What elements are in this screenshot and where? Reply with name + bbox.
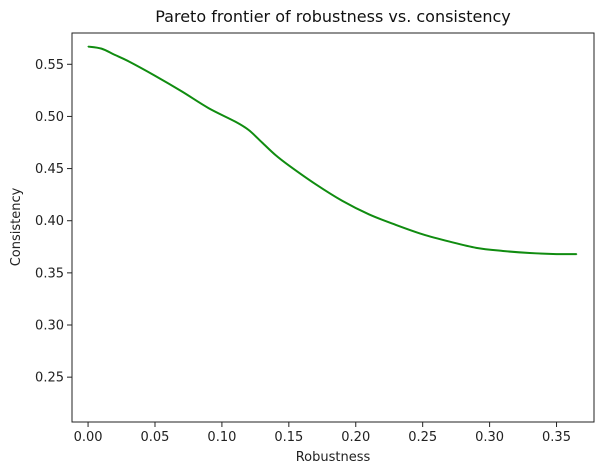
data-point [261,141,263,144]
chart-title: Pareto frontier of robustness vs. consis… [155,7,510,26]
x-tick-label: 0.05 [141,430,170,445]
plot-frame [71,32,595,423]
data-point [127,60,129,62]
x-tick-label: 0.15 [274,430,303,445]
data-point [181,90,183,93]
y-tick-label: 0.55 [35,58,64,73]
y-tick-label: 0.40 [35,214,64,229]
y-tick-label: 0.35 [35,266,64,281]
y-tick-label: 0.30 [35,319,64,334]
data-point [274,154,277,156]
data-point [234,121,236,123]
y-tick-label: 0.50 [35,110,64,125]
x-tick-label: 0.30 [475,430,504,445]
y-axis: 0.25 0.30 0.35 0.40 0.45 0.50 0.55 [35,58,72,386]
data-point [368,213,370,216]
data-point [448,240,451,243]
data-point [502,250,504,252]
data-point [529,252,531,254]
data-point [315,183,317,185]
x-tick-label: 0.10 [207,430,236,445]
data-point [114,54,116,56]
y-tick-label: 0.25 [35,371,64,386]
data-point [100,48,103,50]
data-point [422,233,424,235]
y-tick-label: 0.45 [35,162,64,177]
x-tick-label: 0.35 [542,430,571,445]
data-point [288,164,290,167]
x-tick-label: 0.20 [341,430,370,445]
series-line-0 [87,45,577,256]
data-point [475,247,477,249]
data-point [248,129,250,131]
x-axis: 0.00 0.05 0.10 0.15 0.20 0.25 0.30 0.35 [74,422,571,445]
data-point [576,253,578,255]
data-point [207,107,210,109]
x-tick-label: 0.25 [408,430,437,445]
x-tick-label: 0.00 [74,430,103,445]
x-axis-label: Robustness [296,450,371,464]
data-point [555,253,558,255]
data-point [87,45,89,48]
data-point [341,200,343,202]
data-point [154,75,156,77]
y-axis-label: Consistency [9,187,24,266]
plot-area [87,45,578,256]
data-point [395,224,397,226]
